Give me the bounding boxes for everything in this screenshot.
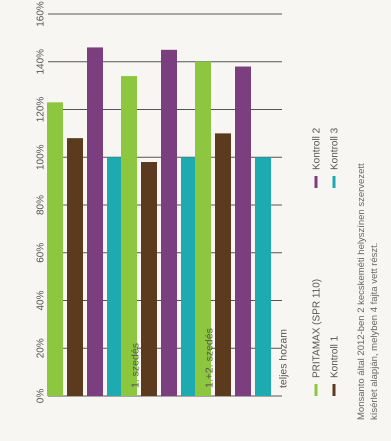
bar <box>47 102 63 397</box>
tick-label: 40% <box>36 290 47 310</box>
tick-label: 0% <box>36 389 47 404</box>
legend-label: PRITAMAX (SPR 110) <box>312 279 323 378</box>
legend-label: Kontroll 1 <box>330 335 341 378</box>
tick-label: 140% <box>36 49 47 75</box>
tick-label: 120% <box>36 97 47 123</box>
category-labels: 1. szedés 1.+2. szedés teljes hozam <box>130 328 290 388</box>
bar <box>181 157 197 396</box>
bar <box>141 162 157 396</box>
bar <box>107 157 123 396</box>
footnote-line-1: Monsanto által 2012-ben 2 kecskeméti hel… <box>356 163 367 420</box>
bar <box>255 157 271 396</box>
tick-labels: 0% 20% 40% 60% 80% 100% 120% 140% 160% <box>36 1 47 403</box>
bars <box>47 47 271 397</box>
tick-label: 100% <box>36 144 47 170</box>
footnote-line-2: kísérlet alapján, melyben 4 fajta vett r… <box>369 243 380 420</box>
bar <box>215 133 231 396</box>
bar <box>235 66 251 397</box>
category-label: teljes hozam <box>278 329 290 388</box>
tick-label: 60% <box>36 243 47 263</box>
bar <box>121 76 137 396</box>
category-label: 1.+2. szedés <box>204 328 216 388</box>
tick-label: 160% <box>36 1 47 27</box>
tick-label: 20% <box>36 338 47 358</box>
bar <box>195 61 211 396</box>
bar <box>67 138 83 396</box>
legend-label: Kontroll 3 <box>330 127 341 170</box>
bar <box>87 47 103 397</box>
legend: PRITAMAX (SPR 110) Kontroll 1 Kontroll 2 Ko… <box>312 127 341 396</box>
category-label: 1. szedés <box>130 343 142 388</box>
legend-label: Kontroll 2 <box>312 127 323 170</box>
footnote: Monsanto által 2012-ben 2 kecskeméti hel… <box>356 163 380 420</box>
tick-label: 80% <box>36 195 47 215</box>
bar <box>161 49 177 396</box>
